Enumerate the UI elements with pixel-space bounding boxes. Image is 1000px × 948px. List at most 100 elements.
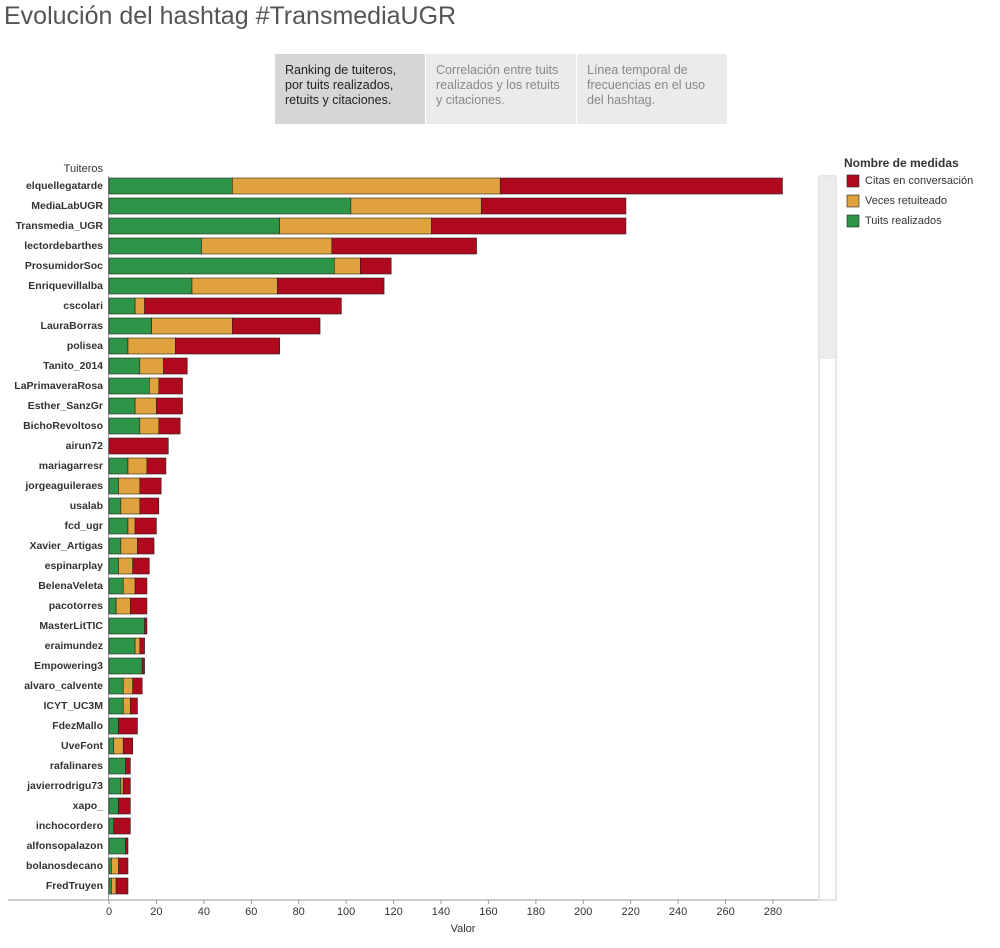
bar-segment bbox=[108, 237, 202, 255]
bar-segment bbox=[130, 697, 138, 715]
bar-segment bbox=[108, 177, 233, 195]
bar-segment bbox=[118, 797, 131, 815]
bar-segment bbox=[113, 737, 124, 755]
row-label: ProsumidorSoc bbox=[25, 260, 103, 272]
tab[interactable]: Correlación entre tuits realizados y los… bbox=[426, 54, 576, 124]
x-tick-label: 0 bbox=[106, 906, 112, 918]
bar-segment bbox=[111, 877, 117, 895]
row-label: pacotorres bbox=[49, 600, 103, 612]
row-label: alvaro_calvente bbox=[24, 680, 103, 692]
bar-segment bbox=[108, 217, 281, 235]
bar-segment bbox=[120, 777, 124, 795]
bar-segment bbox=[158, 377, 183, 395]
bar-segment bbox=[108, 537, 122, 555]
bar-segment bbox=[144, 617, 148, 635]
bar-segment bbox=[480, 197, 627, 215]
tab[interactable]: Línea temporal de frecuencias en el uso … bbox=[577, 54, 727, 124]
bar-segment bbox=[108, 797, 119, 815]
row-label: xapo_ bbox=[73, 800, 104, 812]
bar-segment bbox=[139, 637, 145, 655]
bar-segment bbox=[232, 177, 501, 195]
bar-segment bbox=[118, 557, 134, 575]
row-label: MasterLitTIC bbox=[39, 620, 103, 632]
bar-segment bbox=[134, 397, 157, 415]
row-label: FdezMallo bbox=[52, 720, 103, 732]
bar-segment bbox=[132, 557, 150, 575]
bar-segment bbox=[111, 857, 119, 875]
bar-segment bbox=[108, 277, 193, 295]
scrollbar-thumb[interactable] bbox=[820, 177, 835, 359]
bar-segment bbox=[108, 657, 143, 675]
bar-segment bbox=[122, 737, 134, 755]
bar-segment bbox=[149, 377, 160, 395]
bar-segment bbox=[108, 337, 129, 355]
x-tick-label: 100 bbox=[337, 906, 355, 918]
bar-segment bbox=[108, 437, 169, 455]
bar-segment bbox=[125, 757, 131, 775]
bar-segment bbox=[108, 877, 112, 895]
x-tick-label: 160 bbox=[479, 906, 497, 918]
bar-segment bbox=[108, 397, 136, 415]
bar-segment bbox=[108, 737, 115, 755]
bar-segment bbox=[108, 377, 150, 395]
bar-segment bbox=[118, 717, 138, 735]
bar-segment bbox=[146, 457, 167, 475]
bar-segment bbox=[139, 357, 164, 375]
bar-segment bbox=[158, 417, 181, 435]
x-tick-label: 220 bbox=[621, 906, 639, 918]
bar-segment bbox=[108, 197, 352, 215]
row-label: FredTruyen bbox=[46, 880, 103, 892]
row-label: Enriquevillalba bbox=[28, 280, 103, 292]
row-label: fcd_ugr bbox=[64, 520, 103, 532]
row-label: LauraBorras bbox=[41, 320, 104, 332]
row-label: LaPrimaveraRosa bbox=[14, 380, 103, 392]
bar-segment bbox=[499, 177, 783, 195]
bar-segment bbox=[134, 577, 148, 595]
bar-segment bbox=[134, 637, 141, 655]
x-tick-label: 80 bbox=[293, 906, 305, 918]
legend-swatch bbox=[846, 214, 860, 228]
row-label: Empowering3 bbox=[34, 660, 103, 672]
x-tick-label: 280 bbox=[764, 906, 782, 918]
row-label: airun72 bbox=[66, 440, 104, 452]
tab[interactable]: Ranking de tuiteros, por tuits realizado… bbox=[275, 54, 425, 124]
legend-label: Tuits realizados bbox=[865, 215, 942, 227]
bar-segment bbox=[151, 317, 233, 335]
bar-segment bbox=[108, 357, 141, 375]
bar-segment bbox=[122, 577, 136, 595]
bar-segment bbox=[191, 277, 278, 295]
bar-segment bbox=[431, 217, 627, 235]
row-label: ICYT_UC3M bbox=[43, 700, 103, 712]
legend-title: Nombre de medidas bbox=[844, 156, 959, 170]
x-tick-label: 20 bbox=[150, 906, 162, 918]
bar-segment bbox=[108, 597, 117, 615]
bar-segment bbox=[232, 317, 321, 335]
bar-segment bbox=[108, 257, 335, 275]
bar-segment bbox=[139, 477, 162, 495]
bar-segment bbox=[163, 357, 188, 375]
row-label: Transmedia_UGR bbox=[15, 220, 103, 232]
bar-segment bbox=[122, 697, 131, 715]
row-label: MediaLabUGR bbox=[31, 200, 103, 212]
x-axis-label: Valor bbox=[451, 923, 476, 935]
bar-segment bbox=[108, 517, 129, 535]
bar-segment bbox=[144, 297, 342, 315]
bar-segment bbox=[127, 457, 148, 475]
bar-segment bbox=[360, 257, 392, 275]
row-label: polisea bbox=[67, 340, 103, 352]
row-label: elquellegatarde bbox=[26, 180, 103, 192]
bar-segment bbox=[115, 877, 129, 895]
bar-segment bbox=[108, 857, 112, 875]
bar-segment bbox=[120, 497, 141, 515]
bar-segment bbox=[118, 857, 129, 875]
bar-segment bbox=[108, 497, 122, 515]
bar-segment bbox=[127, 337, 176, 355]
row-label: espinarplay bbox=[45, 560, 104, 572]
bar-segment bbox=[130, 597, 148, 615]
x-tick-label: 60 bbox=[245, 906, 257, 918]
bar-segment bbox=[331, 237, 477, 255]
x-tick-label: 200 bbox=[574, 906, 592, 918]
x-tick-label: 240 bbox=[669, 906, 687, 918]
